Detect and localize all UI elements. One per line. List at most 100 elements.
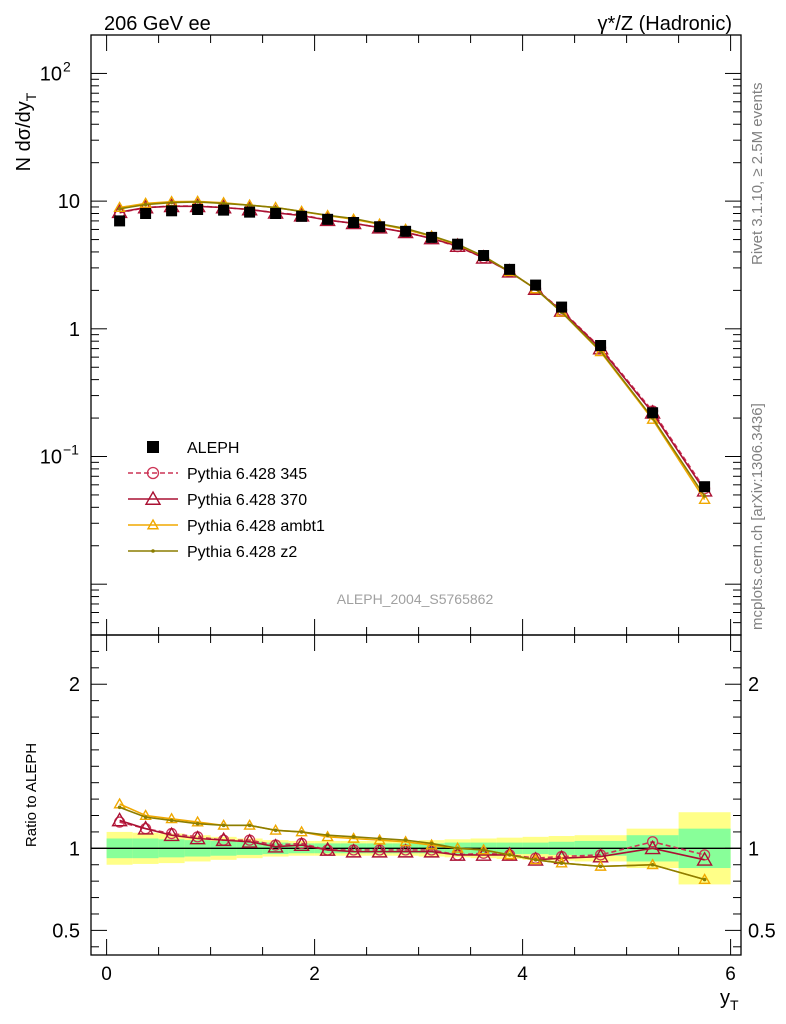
data-point	[698, 493, 711, 505]
data-point	[139, 809, 152, 820]
legend-item: Pythia 6.428 345	[128, 466, 307, 483]
data-point	[296, 210, 308, 222]
data-point	[507, 853, 512, 857]
x-tick-label: 2	[309, 964, 320, 985]
data-point	[699, 481, 711, 493]
data-point	[403, 838, 408, 842]
data-point	[371, 843, 388, 858]
legend-label: Pythia 6.428 ambt1	[187, 518, 325, 535]
header-right: γ*/Z (Hadronic)	[598, 13, 732, 35]
ratio-y-tick-label-right: 1	[748, 838, 759, 860]
data-point	[377, 836, 382, 841]
ratio-y-tick-label-right: 2	[748, 674, 759, 696]
legend-label: Pythia 6.428 370	[187, 492, 307, 509]
legend-item: Pythia 6.428 z2	[128, 544, 297, 561]
data-point	[321, 830, 334, 842]
data-point	[646, 836, 659, 848]
data-point	[215, 831, 232, 847]
data-point	[449, 846, 466, 861]
data-point	[144, 490, 162, 505]
data-point	[113, 201, 126, 213]
ratio-y-tick-label: 2	[69, 674, 80, 696]
data-point	[556, 301, 568, 313]
data-point	[644, 839, 661, 855]
data-point	[325, 833, 330, 838]
data-point	[650, 862, 655, 867]
data-point	[702, 494, 707, 498]
mcplots-label: mcplots.cern.ch [arXiv:1306.3436]	[749, 403, 766, 630]
analysis-watermark: ALEPH_2004_S5765862	[337, 591, 494, 607]
data-point	[423, 843, 440, 858]
data-point	[146, 466, 160, 480]
data-point	[299, 830, 304, 834]
data-point	[163, 826, 180, 842]
data-point	[244, 206, 256, 218]
y-axis-title: N dσ/dyT	[13, 92, 39, 171]
rivet-label: Rivet 3.1.10, ≥ 2.5M events	[749, 83, 766, 266]
data-point	[189, 830, 206, 845]
data-point	[140, 207, 152, 219]
data-point	[530, 279, 542, 291]
data-point	[319, 841, 336, 856]
ratio-y-tick-label-right: 0.5	[748, 920, 776, 942]
data-point	[533, 858, 538, 862]
data-point	[117, 207, 122, 211]
data-point	[348, 217, 360, 229]
data-point	[504, 263, 516, 275]
ratio-y-tick-label: 1	[69, 838, 80, 860]
data-point	[594, 345, 607, 357]
data-point	[218, 204, 230, 216]
data-point	[267, 838, 284, 853]
data-point	[114, 215, 126, 227]
data-point	[117, 805, 122, 810]
data-point	[373, 833, 386, 845]
data-point	[139, 196, 152, 208]
ratio-y-tick-label: 0.5	[52, 920, 80, 942]
data-point	[166, 205, 178, 217]
ratio-y-axis-title: Ratio to ALEPH	[23, 743, 40, 847]
data-point	[270, 207, 282, 219]
legend: ALEPH Pythia 6.428 345 Pythia 6.428 370 Pyt…	[128, 440, 325, 561]
y-tick-label: 10	[58, 191, 80, 213]
data-point	[221, 201, 226, 206]
data-point	[347, 832, 360, 843]
y-tick-label: 10	[40, 63, 62, 85]
legend-label: Pythia 6.428 345	[187, 466, 307, 483]
legend-item: ALEPH	[147, 440, 239, 457]
data-point	[195, 200, 200, 204]
data-point	[702, 877, 707, 882]
data-point	[429, 841, 434, 846]
data-point	[351, 835, 356, 839]
y-tick-label-exponent: −1	[63, 442, 79, 458]
data-point	[595, 340, 607, 352]
data-point	[397, 843, 414, 858]
data-point	[247, 203, 252, 207]
data-point	[481, 848, 486, 852]
legend-label: ALEPH	[187, 440, 239, 457]
y-tick-label: 1	[69, 319, 80, 341]
data-point	[559, 861, 564, 865]
data-point	[191, 815, 204, 827]
data-point	[247, 823, 252, 828]
legend-item: Pythia 6.428 370	[128, 490, 307, 509]
data-point	[143, 202, 148, 207]
data-point	[345, 843, 362, 858]
legend-label: Pythia 6.428 z2	[187, 544, 297, 561]
data-point	[647, 407, 659, 419]
x-axis-title: yT	[720, 987, 739, 1013]
x-tick-label: 0	[101, 964, 112, 985]
data-point	[169, 818, 174, 823]
data-point	[151, 549, 155, 553]
data-point	[221, 823, 226, 828]
y-tick-label-exponent: 2	[63, 58, 71, 74]
series-line	[119, 821, 705, 859]
ratio-frame	[90, 634, 742, 956]
data-point	[273, 828, 278, 833]
legend-item: Pythia 6.428 ambt1	[128, 518, 325, 535]
data-point	[137, 820, 154, 835]
data-point	[322, 213, 334, 225]
data-point	[147, 441, 159, 453]
data-point	[698, 849, 711, 861]
